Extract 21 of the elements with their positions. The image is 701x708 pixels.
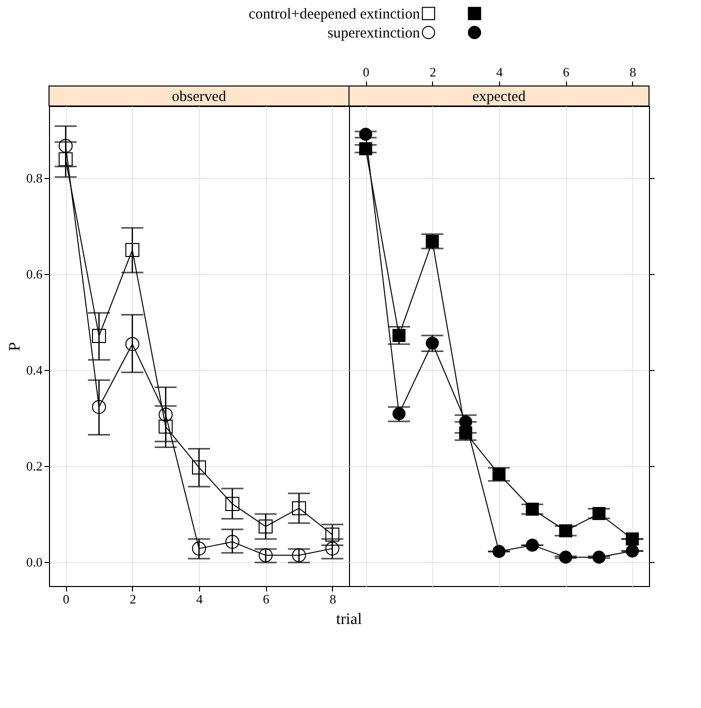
x-tick-label: 2 (130, 592, 136, 606)
x-tick-label: 4 (496, 64, 504, 80)
x-tick-label: 4 (196, 592, 204, 606)
x-tick-label: 0 (62, 592, 70, 606)
x-tick-label: 0 (362, 64, 370, 80)
x-axis-title: trial (336, 611, 362, 628)
legend-label: superextinction (328, 26, 420, 42)
y-axis-title: P (6, 342, 24, 351)
chart-title: observed (172, 89, 227, 105)
y-tick-label: 0.0 (26, 554, 42, 570)
y-tick-label: 0.8 (26, 170, 42, 186)
y-tick-label: 0.2 (26, 458, 42, 474)
x-tick-label: 6 (562, 64, 570, 80)
x-tick-label: 6 (262, 592, 270, 606)
chart-title: expected (472, 89, 526, 105)
y-tick-label: 0.6 (26, 266, 43, 282)
x-tick-label: 2 (430, 64, 436, 80)
legend-label: control+deepened extinction (248, 6, 420, 22)
x-tick-label: 8 (630, 64, 636, 80)
x-tick-label: 8 (330, 592, 336, 606)
y-tick-label: 0.4 (26, 362, 43, 378)
